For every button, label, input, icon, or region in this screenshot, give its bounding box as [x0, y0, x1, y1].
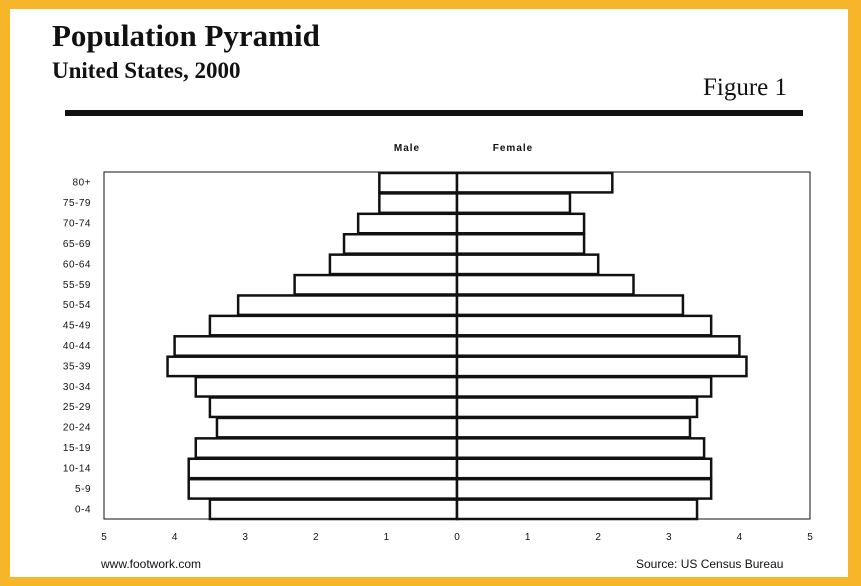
age-group-label: 20-24: [63, 423, 91, 434]
website-label: www.footwork.com: [101, 557, 202, 571]
x-tick-label: 1: [384, 532, 390, 543]
age-group-label: 5-9: [75, 484, 91, 495]
age-group-label: 10-14: [63, 463, 91, 474]
age-group-label: 60-64: [63, 259, 91, 270]
x-tick-label: 1: [525, 532, 531, 543]
bar-male-75-79: [378, 192, 459, 215]
bar-female-50-54: [455, 294, 685, 317]
bar-male-55-59: [293, 273, 459, 296]
chart-title: Population Pyramid: [52, 18, 320, 53]
bar-female-80+: [455, 171, 614, 194]
age-group-label: 0-4: [75, 504, 91, 515]
legend-female: Female: [493, 143, 533, 154]
bar-male-10-14: [187, 457, 459, 480]
title-rule: [65, 110, 803, 116]
x-tick-label: 4: [737, 532, 743, 543]
bar-female-35-39: [455, 355, 748, 378]
bar-female-15-19: [455, 437, 706, 460]
x-tick-label: 3: [666, 532, 672, 543]
bar-male-35-39: [166, 355, 459, 378]
bar-female-25-29: [455, 396, 699, 419]
source-label: Source: US Census Bureau: [636, 557, 784, 571]
bar-female-65-69: [455, 232, 586, 255]
bar-male-20-24: [215, 416, 459, 439]
age-group-label: 65-69: [63, 239, 91, 250]
bar-female-10-14: [455, 457, 713, 480]
x-tick-label: 0: [454, 532, 460, 543]
bar-female-55-59: [455, 273, 635, 296]
bar-female-40-44: [455, 335, 741, 357]
bar-male-15-19: [194, 437, 459, 460]
bar-male-65-69: [342, 232, 459, 255]
bar-male-45-49: [208, 314, 459, 337]
age-group-label: 40-44: [63, 341, 91, 352]
age-group-label: 55-59: [63, 280, 91, 291]
x-tick-label: 5: [101, 532, 107, 543]
age-group-label: 50-54: [63, 300, 91, 311]
bar-female-60-64: [455, 253, 600, 276]
age-group-label: 45-49: [63, 321, 91, 332]
bar-male-5-9: [187, 477, 459, 500]
x-tick-label: 5: [807, 532, 813, 543]
bar-male-0-4: [208, 498, 459, 521]
bar-male-25-29: [208, 396, 459, 419]
chart-subtitle: United States, 2000: [52, 58, 241, 83]
age-group-label: 25-29: [63, 402, 91, 413]
age-group-label: 35-39: [63, 361, 91, 372]
x-tick-label: 2: [313, 532, 319, 543]
age-group-label: 80+: [73, 178, 91, 189]
bar-female-70-74: [455, 212, 586, 235]
age-group-label: 30-34: [63, 382, 91, 393]
bar-male-80+: [378, 171, 459, 194]
bar-female-0-4: [455, 498, 699, 521]
bar-male-60-64: [328, 253, 459, 276]
x-tick-label: 2: [595, 532, 601, 543]
bar-male-40-44: [173, 335, 459, 357]
bar-male-50-54: [236, 294, 459, 317]
bar-male-70-74: [356, 212, 459, 235]
bar-female-45-49: [455, 314, 713, 337]
bar-female-30-34: [455, 375, 713, 398]
bar-female-20-24: [455, 416, 692, 439]
bar-female-75-79: [455, 192, 572, 215]
age-group-label: 70-74: [63, 219, 91, 230]
bar-male-30-34: [194, 375, 459, 398]
x-tick-label: 3: [242, 532, 248, 543]
age-group-label: 15-19: [63, 443, 91, 454]
age-group-label: 75-79: [63, 198, 91, 209]
bar-female-5-9: [455, 477, 713, 500]
figure-label: Figure 1: [703, 74, 788, 101]
legend-male: Male: [394, 143, 420, 154]
x-tick-label: 4: [172, 532, 178, 543]
